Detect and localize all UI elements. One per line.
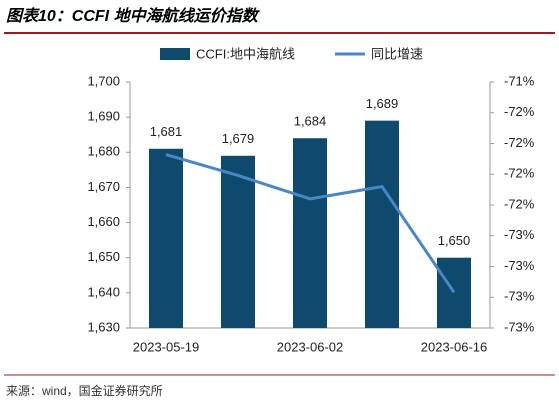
bar (365, 120, 399, 329)
value-label: 1,650 (438, 233, 471, 248)
x-tick-label: 2023-06-02 (277, 339, 344, 354)
bar (221, 155, 255, 328)
y2-tick-label: -73% (504, 319, 535, 334)
y-tick-label: 1,690 (87, 109, 120, 124)
y2-tick-label: -73% (504, 227, 535, 242)
y2-tick-label: -72% (504, 196, 535, 211)
y-tick-label: 1,630 (87, 319, 120, 334)
y-tick-label: 1,680 (87, 144, 120, 159)
legend-label: 同比增速 (371, 46, 423, 61)
value-label: 1,681 (150, 124, 183, 139)
x-tick-label: 2023-06-16 (421, 339, 488, 354)
y-tick-label: 1,700 (87, 73, 120, 88)
line (165, 153, 456, 294)
y-tick-label: 1,640 (87, 284, 120, 299)
y2-tick-label: -71% (504, 73, 535, 88)
chart-title: 图表10：CCFI 地中海航线运价指数 (6, 7, 261, 25)
legend-label: CCFI:地中海航线 (196, 46, 295, 61)
y2-tick-label: -72% (504, 166, 535, 181)
y2-tick-label: -72% (504, 104, 535, 119)
y-tick-label: 1,670 (87, 179, 120, 194)
y2-tick-label: -73% (504, 258, 535, 273)
y-tick-label: 1,660 (87, 214, 120, 229)
bar (293, 138, 327, 328)
value-label: 1,679 (222, 131, 255, 146)
value-label: 1,684 (294, 114, 327, 129)
source-note: 来源：wind，国金证券研究所 (6, 383, 163, 398)
y2-tick-label: -72% (504, 135, 535, 150)
x-tick-label: 2023-05-19 (133, 339, 200, 354)
bar (149, 148, 183, 328)
bar (437, 257, 471, 328)
y2-tick-label: -73% (504, 289, 535, 304)
value-label: 1,689 (366, 96, 399, 111)
legend-swatch (160, 48, 190, 60)
y-tick-label: 1,650 (87, 249, 120, 264)
